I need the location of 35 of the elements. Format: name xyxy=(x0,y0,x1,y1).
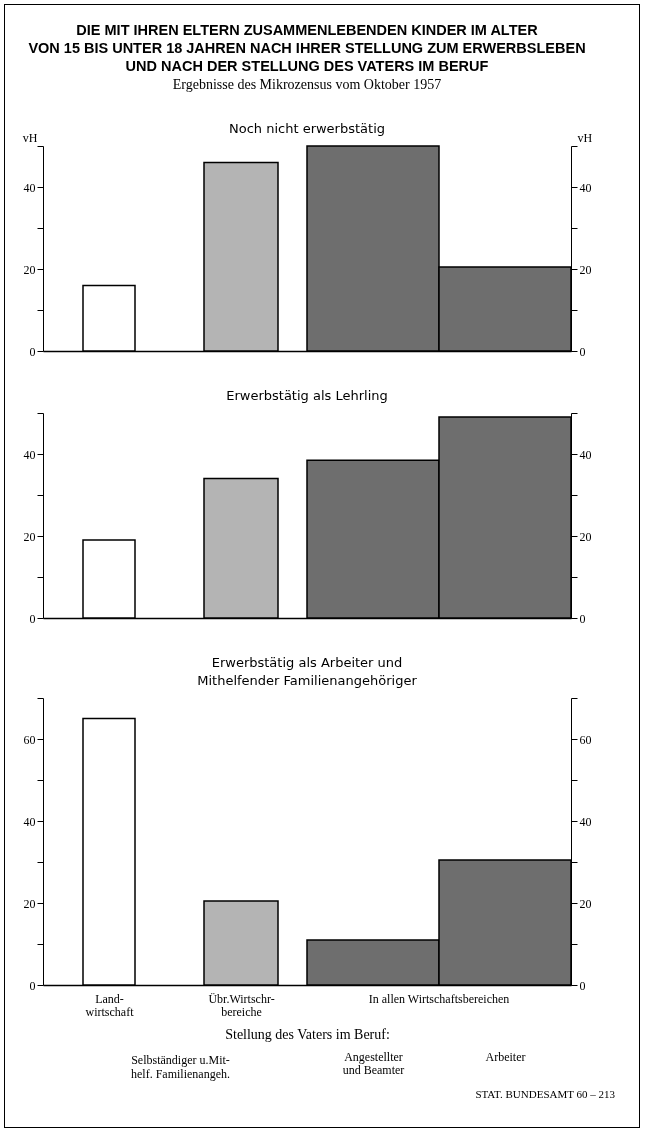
y2-tick-label: 20 xyxy=(579,529,592,544)
y-tick-label: 20 xyxy=(23,262,36,277)
y2-tick-label: 0 xyxy=(579,611,586,626)
x-tick-label: Land- wirtschaft xyxy=(85,991,135,1019)
y2-tick-label: 60 xyxy=(579,732,592,747)
y-tick-label: 0 xyxy=(29,344,36,359)
text: STAT. BUNDESAMT 60 – 213 xyxy=(475,1088,616,1100)
text: In allen Wirtschaftsbereichen xyxy=(368,992,510,1006)
text: Selbständiger u.Mit- helf. Familienangeh. xyxy=(131,1053,230,1081)
y2-tick-label: 40 xyxy=(579,814,592,829)
chart-subtitle: Ergebnisse des Mikrozensus vom Oktober 1957 xyxy=(172,77,442,92)
chart-title: Erwerbstätig als Lehrling xyxy=(226,387,388,403)
y2-tick-label: 20 xyxy=(579,262,592,277)
y2-tick-label: 0 xyxy=(579,978,586,993)
y-tick-label: 0 xyxy=(29,611,36,626)
chart-title: Erwerbstätig als Arbeiter und Mithelfender Familienangehöriger xyxy=(197,654,418,688)
chart-title: DIE MIT IHREN ELTERN ZUSAMMENLEBENDEN KINDER IM ALTER VON 15 BIS UNTER 18 JAHREN NACH IHRER STELLUNG ZUM ERWERBSLEBEN UND NACH DER STELLUNG DES VATERS IM BERUF xyxy=(28,21,586,74)
y-axis-title: vH xyxy=(22,130,38,145)
x-tick-label: Arbeiter xyxy=(485,1049,526,1064)
y2-axis-title: vH xyxy=(577,130,593,145)
y-tick-label: 0 xyxy=(29,978,36,993)
y-tick-label: 20 xyxy=(23,529,36,544)
y2-tick-label: 20 xyxy=(579,896,592,911)
y2-tick-label: 0 xyxy=(579,344,586,359)
x-axis-title: Stellung des Vaters im Beruf: xyxy=(225,1026,390,1042)
y2-tick-label: 40 xyxy=(579,180,592,195)
text: Noch nicht erwerbstätig xyxy=(228,121,386,136)
y-tick-label: 20 xyxy=(23,896,36,911)
x-tick-label: Übr.Wirtschr- bereiche xyxy=(208,991,275,1019)
y-tick-label: 60 xyxy=(23,732,36,747)
y-tick-label: 40 xyxy=(23,180,36,195)
y2-tick-label: 40 xyxy=(579,447,592,462)
y-tick-label: 40 xyxy=(23,447,36,462)
y-tick-label: 40 xyxy=(23,814,36,829)
x-tick-label: Angestellter und Beamter xyxy=(342,1049,405,1077)
